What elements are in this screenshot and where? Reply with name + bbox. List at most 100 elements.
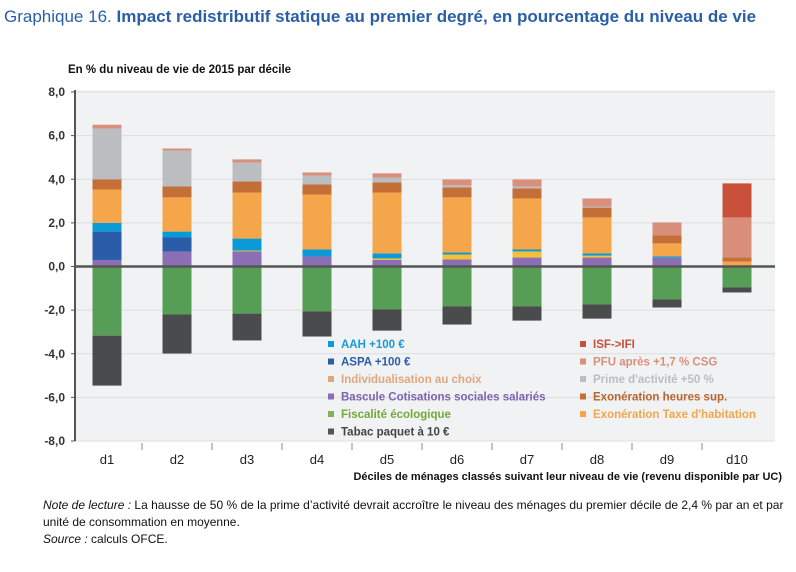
bar-segment: [232, 181, 262, 193]
bar-segment: [652, 235, 682, 244]
bar-segment: [372, 309, 402, 331]
bar-segment: [512, 257, 542, 267]
bar-segment: [582, 266, 612, 305]
bar-segment: [232, 238, 262, 251]
bar-segment: [442, 254, 472, 260]
bar-segment: [232, 159, 262, 163]
bar-segment: [302, 175, 332, 185]
bar-segment: [582, 217, 612, 254]
bar-segment: [162, 237, 192, 252]
bar-segment: [162, 314, 192, 354]
bar-segment: [722, 257, 752, 262]
x-tick-label: d4: [310, 452, 324, 467]
bar-segment: [162, 186, 192, 198]
legend-item: Bascule Cotisations sociales salariés: [328, 392, 546, 404]
legend-swatch-icon: [328, 428, 334, 435]
y-tick-label: -2,0: [44, 303, 65, 317]
bar-segment: [652, 222, 682, 236]
bar-segment: [92, 335, 122, 386]
bar-segment: [302, 184, 332, 195]
x-tick-label: d2: [170, 452, 184, 467]
y-tick-label: 0,0: [48, 260, 65, 274]
source-label: Source :: [43, 532, 88, 546]
bar-segment: [582, 255, 612, 258]
x-tick-label: d10: [726, 452, 748, 467]
x-tick-label: d6: [450, 452, 464, 467]
bar-segment: [442, 266, 472, 307]
chart-title: Graphique 16. Impact redistributif stati…: [4, 6, 784, 28]
legend-label: ISF->IFI: [593, 339, 635, 351]
x-tick-label: d5: [380, 452, 394, 467]
bar-segment: [582, 207, 612, 218]
x-tick-label: d7: [520, 452, 534, 467]
legend-item: ASPA +100 €: [328, 357, 411, 369]
legend-item: Exonération heures sup.: [580, 392, 727, 404]
legend-swatch-icon: [328, 393, 334, 400]
legend-item: Individualisation au choix: [328, 374, 482, 386]
bar-segment: [302, 266, 332, 312]
chart-number: Graphique 16.: [4, 7, 112, 26]
bar-segment: [582, 304, 612, 319]
bar-segment: [582, 257, 612, 267]
bar-segment: [582, 206, 612, 208]
bar-segment: [442, 185, 472, 188]
y-tick-label: 4,0: [48, 172, 65, 186]
legend-label: Bascule Cotisations sociales salariés: [341, 392, 546, 404]
bar-segment: [372, 182, 402, 193]
legend-swatch-icon: [328, 411, 334, 417]
bar-segment: [722, 183, 752, 218]
bar-segment: [442, 187, 472, 198]
bar-segment: [302, 249, 332, 257]
y-tick-label: -4,0: [44, 347, 65, 361]
bar-segment: [512, 188, 542, 199]
bar-segment: [92, 124, 122, 129]
legend-label: Fiscalité écologique: [341, 409, 451, 421]
bar-segment: [92, 266, 122, 336]
bar-segment: [442, 179, 472, 186]
x-tick-label: d3: [240, 452, 254, 467]
y-tick-label: 2,0: [48, 216, 65, 230]
chart-svg: -8,0 -6,0 -4,0 -2,0 0,0 2,0 4,0 6,0 8,0 d1 d2 d3 d4 d…: [44, 85, 782, 483]
bar-segment: [162, 266, 192, 315]
legend-swatch-icon: [580, 376, 586, 382]
bar-segment: [232, 313, 262, 341]
legend-label: AAH +100 €: [341, 339, 405, 351]
bar-segment: [652, 299, 682, 308]
source-text: calculs OFCE.: [91, 532, 168, 546]
y-tick-label: -6,0: [44, 390, 65, 404]
bar-segment: [92, 179, 122, 190]
legend-swatch-icon: [580, 341, 586, 347]
bar-segment: [92, 222, 122, 232]
bar-segment: [372, 266, 402, 310]
legend-swatch-icon: [580, 393, 586, 400]
bar-segment: [442, 259, 472, 267]
bar-segment: [582, 253, 612, 256]
bar-segment: [162, 150, 192, 187]
y-tick-label: 8,0: [48, 85, 65, 99]
legend-swatch-icon: [580, 411, 586, 417]
legend-item: Tabac paquet à 10 €: [328, 427, 450, 439]
bar-segment: [512, 249, 542, 252]
bar-segment: [232, 251, 262, 267]
bar-segment: [372, 258, 402, 260]
bar-segment: [652, 257, 682, 267]
bar-segment: [722, 287, 752, 293]
bar-segment: [722, 266, 752, 288]
note-label: Note de lecture :: [43, 498, 132, 512]
legend-swatch-icon: [580, 358, 586, 365]
bar-segment: [302, 172, 332, 176]
bar-segment: [512, 179, 542, 187]
legend-item: Prime d'activité +50 %: [580, 374, 714, 386]
x-axis-label: Déciles de ménages classés suivant leur …: [353, 471, 782, 483]
legend-swatch-icon: [328, 358, 334, 365]
legend-label: Individualisation au choix: [341, 374, 482, 386]
legend-swatch-icon: [328, 376, 334, 382]
legend-item: Exonération Taxe d'habitation: [580, 409, 756, 421]
bar-segment: [162, 231, 192, 238]
bar-segment: [442, 252, 472, 255]
legend-item: AAH +100 €: [328, 339, 405, 351]
bar-segment: [92, 231, 122, 260]
bar-segment: [92, 189, 122, 223]
bar-segment: [372, 259, 402, 267]
bar-segment: [232, 250, 262, 252]
